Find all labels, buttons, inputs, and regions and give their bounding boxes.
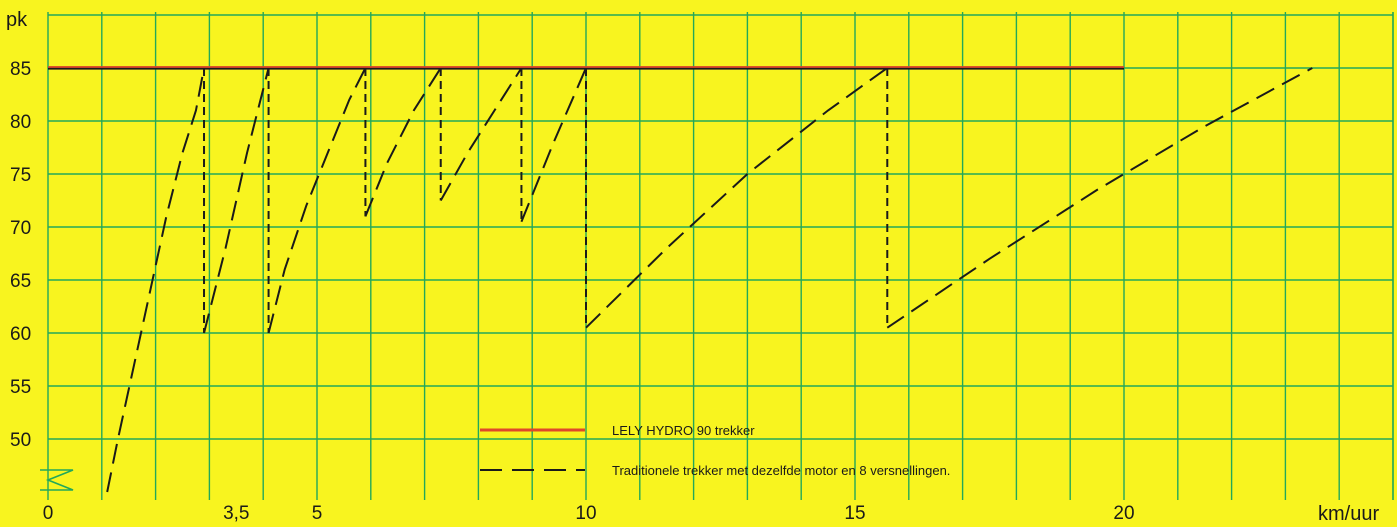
- y-tick-label: 80: [10, 112, 31, 133]
- x-axis-ticks: 0 3,5 5 10 15 20: [43, 503, 1135, 524]
- gear-segment: [106, 67, 206, 493]
- grid: [47, 12, 1394, 500]
- x-tick-label: 5: [312, 503, 323, 524]
- x-axis-label: km/uur: [1318, 503, 1379, 525]
- gear-segment: [585, 67, 888, 329]
- y-tick-label: 55: [10, 377, 31, 398]
- y-axis-ticks: 50 55 60 65 70 75 80 85: [10, 59, 31, 451]
- legend: LELY HYDRO 90 trekker Traditionele trekk…: [480, 423, 950, 478]
- x-tick-label: 15: [844, 503, 865, 524]
- y-tick-label: 70: [10, 218, 31, 239]
- x-tick-label: 0: [43, 503, 54, 524]
- series-lely-hydro: [48, 66, 1124, 70]
- x-tick-label: 3,5: [223, 503, 249, 524]
- y-tick-label: 65: [10, 271, 31, 292]
- gear-segment: [886, 67, 1313, 329]
- axis-break-mark: [40, 469, 74, 491]
- series-traditional-trekker: [106, 67, 1313, 493]
- y-tick-label: 50: [10, 430, 31, 451]
- x-tick-label: 20: [1113, 503, 1134, 524]
- gear-segment: [267, 67, 367, 334]
- x-tick-label: 10: [575, 503, 596, 524]
- gear-segment: [203, 67, 270, 334]
- legend-label-traditional: Traditionele trekker met dezelfde motor …: [612, 463, 950, 478]
- legend-label-hydro: LELY HYDRO 90 trekker: [612, 423, 755, 438]
- gear-segment: [439, 67, 523, 201]
- y-tick-label: 85: [10, 59, 31, 80]
- y-tick-label: 75: [10, 165, 31, 186]
- y-axis-label: pk: [6, 9, 28, 31]
- y-tick-label: 60: [10, 324, 31, 345]
